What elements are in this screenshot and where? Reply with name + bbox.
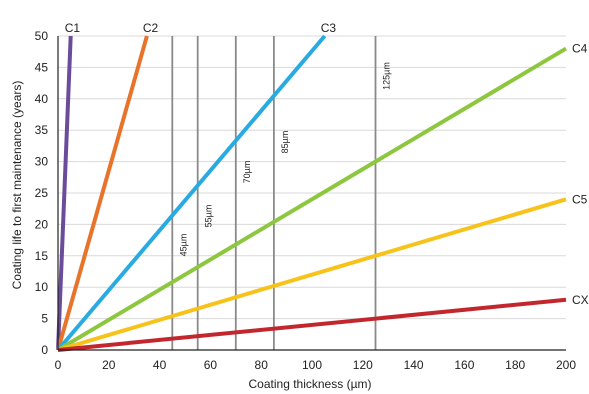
- reference-label-125: 125µm: [382, 62, 392, 90]
- series-line-c4: [56, 46, 568, 352]
- x-tick-label: 200: [556, 358, 576, 372]
- x-tick-label: 160: [454, 358, 474, 372]
- x-tick-label: 20: [102, 358, 116, 372]
- grid-lines: [58, 35, 566, 320]
- reference-label-45: 45µm: [178, 234, 188, 257]
- y-tick-label: 45: [35, 60, 49, 74]
- reference-lines: [171, 36, 377, 350]
- series-label-c5: C5: [572, 192, 588, 206]
- axes: 0 5 10 15 20 25 30 35 40 45 50 0 20 40 60 80 100 120 140 16…: [35, 29, 577, 372]
- y-axis-title: Coating life to first maintenance (years…: [10, 81, 24, 290]
- x-tick-label: 0: [55, 358, 62, 372]
- y-tick-label: 15: [35, 249, 49, 263]
- y-tick-label: 5: [41, 312, 48, 326]
- series-line-c3: [56, 34, 327, 352]
- y-tick-label: 30: [35, 155, 49, 169]
- y-tick-label: 40: [35, 92, 49, 106]
- series-label-c2: C2: [143, 21, 159, 35]
- series-line-c1: [56, 35, 73, 351]
- reference-label-85: 85µm: [280, 131, 290, 154]
- series-label-c1: C1: [65, 21, 81, 35]
- series-label-c3: C3: [321, 21, 337, 35]
- y-tick-label: 0: [41, 343, 48, 357]
- y-tick-label: 25: [35, 186, 49, 200]
- series-label-cx: CX: [572, 293, 589, 307]
- series-lines: [56, 34, 568, 352]
- x-tick-label: 60: [204, 358, 218, 372]
- series-line-cx: [57, 297, 567, 352]
- y-tick-label: 20: [35, 217, 49, 231]
- reference-label-70: 70µm: [242, 161, 252, 184]
- series-label-c4: C4: [572, 42, 588, 56]
- labels: C1 C2 C3 C4 C5 CX 45µm 55µm 70µm 85µm 125µm: [65, 21, 589, 307]
- x-tick-label: 120: [353, 358, 373, 372]
- y-tick-label: 10: [35, 280, 49, 294]
- x-tick-label: 80: [255, 358, 269, 372]
- x-tick-label: 180: [505, 358, 525, 372]
- x-tick-label: 100: [302, 358, 322, 372]
- series-line-c2: [56, 35, 149, 351]
- y-tick-label: 35: [35, 123, 49, 137]
- x-tick-label: 140: [404, 358, 424, 372]
- x-tick-label: 40: [153, 358, 167, 372]
- series-line-c5: [57, 197, 567, 352]
- x-axis-title: Coating thickness (µm): [249, 377, 372, 391]
- y-tick-label: 50: [35, 29, 49, 43]
- reference-label-55: 55µm: [204, 205, 214, 228]
